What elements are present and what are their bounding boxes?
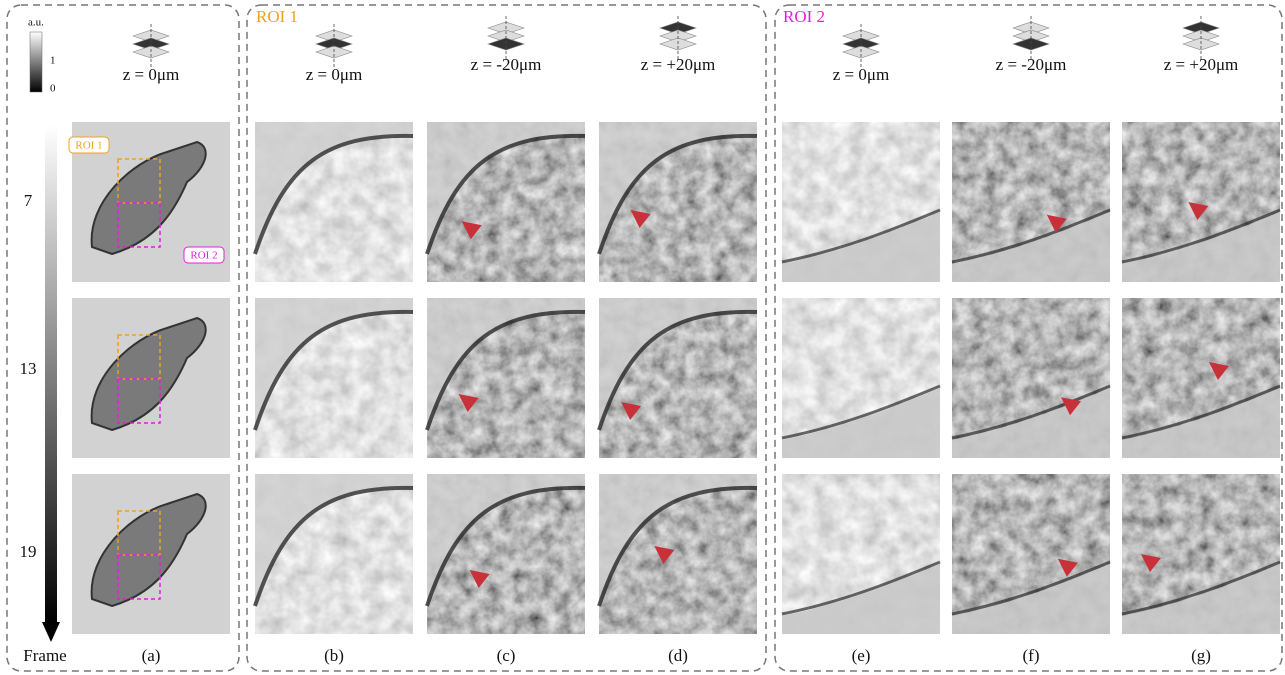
frame-arrow-head <box>42 622 60 642</box>
frame-tick: 19 <box>20 542 37 561</box>
frame-tick: 7 <box>24 191 33 210</box>
column-header: z = 0μm <box>306 65 362 84</box>
panel-label: (d) <box>668 646 688 665</box>
column-header: z = -20μm <box>471 55 542 74</box>
panel-label: (e) <box>852 646 871 665</box>
frame-label: Frame <box>23 646 66 665</box>
colorbar-min: 0 <box>50 83 56 95</box>
panel-label: (f) <box>1023 646 1040 665</box>
column-header: z = +20μm <box>641 55 716 74</box>
panel-label: (b) <box>324 646 344 665</box>
panel-label: (a) <box>142 646 161 665</box>
panel-label: (g) <box>1191 646 1211 665</box>
group-title: ROI 2 <box>783 7 825 26</box>
figure: a.u. 1 0 Frame ROI 1 ROI 2 7 13 19 z = 0μm (… <box>0 0 1285 675</box>
colorbar-max: 1 <box>50 55 56 67</box>
column-header: z = 0μm <box>833 65 889 84</box>
column-header: z = +20μm <box>1164 55 1239 74</box>
frame-tick: 13 <box>20 359 37 378</box>
column-header: z = -20μm <box>996 55 1067 74</box>
panel-label: (c) <box>497 646 516 665</box>
column-header: z = 0μm <box>123 65 179 84</box>
callout: ROI 1 <box>75 140 102 152</box>
colorbar-title: a.u. <box>28 17 44 29</box>
group-title: ROI 1 <box>256 7 298 26</box>
frame-arrow <box>45 125 57 623</box>
callout: ROI 2 <box>190 250 217 262</box>
colorbar <box>30 32 42 92</box>
